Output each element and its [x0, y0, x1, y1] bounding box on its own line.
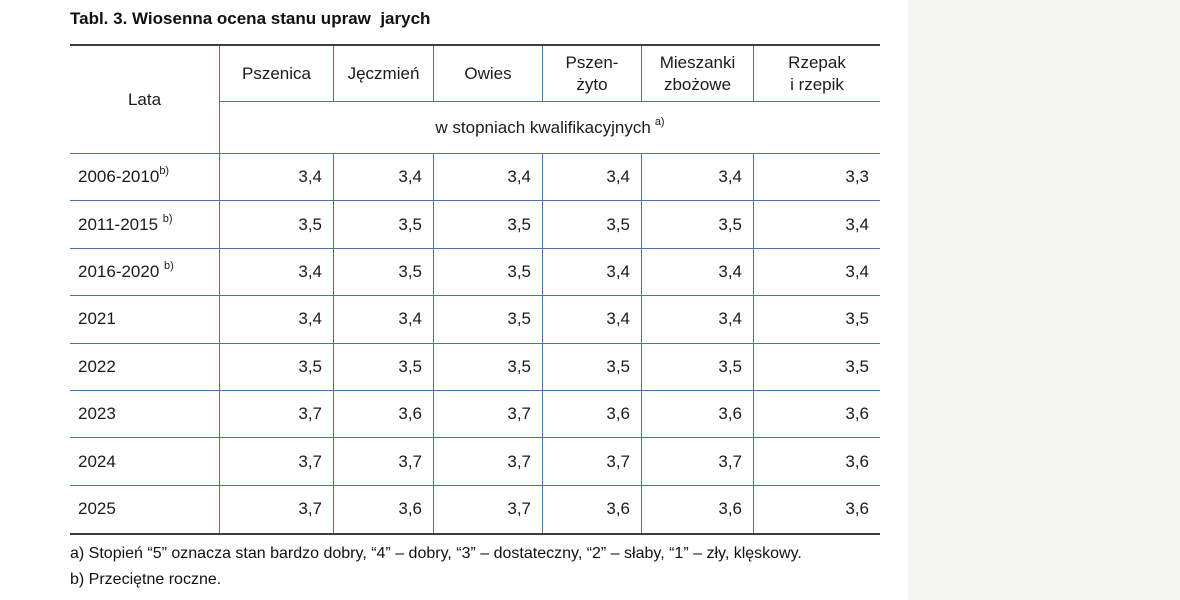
value-cell: 3,4	[219, 296, 333, 344]
year-label: 2006-2010	[78, 167, 160, 187]
value-cell: 3,5	[433, 201, 542, 249]
value-cell: 3,5	[333, 248, 433, 297]
column-header-rzepak: Rzepak i rzepik	[753, 46, 880, 102]
footnote-a: a) Stopień “5” oznacza stan bardzo dobry…	[70, 545, 802, 562]
value-cell: 3,4	[542, 154, 641, 202]
value-cell: 3,4	[542, 248, 641, 297]
value-cell: 3,4	[333, 296, 433, 344]
value-cell: 3,5	[641, 343, 753, 391]
value-cell: 3,4	[753, 201, 880, 249]
value-cell: 3,4	[753, 248, 880, 297]
column-header-pszenzyto: Pszen- żyto	[542, 46, 641, 102]
year-label: 2025	[78, 499, 116, 519]
value-cell: 3,4	[641, 154, 753, 202]
year-label: 2023	[78, 404, 116, 424]
value-cell: 3,7	[433, 485, 542, 534]
value-cell: 3,7	[219, 438, 333, 486]
unit-header-cell: w stopniach kwalifikacyjnych a)	[219, 102, 880, 154]
value-cell: 3,6	[542, 390, 641, 439]
table-title: Tabl. 3. Wiosenna ocena stanu upraw jary…	[70, 9, 431, 28]
year-cell: 2023	[70, 391, 219, 439]
year-cell: 2011-2015 b)	[70, 201, 219, 249]
value-cell: 3,5	[641, 201, 753, 249]
footnotes: a) Stopień “5” oznacza stan bardzo dobry…	[70, 541, 802, 593]
value-cell: 3,7	[641, 438, 753, 486]
value-cell: 3,5	[753, 296, 880, 344]
value-cell: 3,5	[219, 343, 333, 391]
value-cell: 3,6	[753, 390, 880, 439]
years-column-header: Lata	[70, 46, 219, 154]
year-cell: 2022	[70, 344, 219, 391]
year-label: 2011-2015	[78, 214, 163, 234]
year-cell: 2024	[70, 438, 219, 486]
value-cell: 3,4	[542, 296, 641, 344]
value-cell: 3,6	[333, 390, 433, 439]
value-cell: 3,6	[753, 438, 880, 486]
column-header-pszenica: Pszenica	[219, 46, 333, 102]
unit-header-label: w stopniach kwalifikacyjnych	[435, 117, 651, 137]
value-cell: 3,7	[433, 390, 542, 439]
value-cell: 3,5	[753, 343, 880, 391]
value-cell: 3,5	[433, 343, 542, 391]
side-panel	[908, 0, 1180, 600]
footnote-b: b) Przeciętne roczne.	[70, 571, 222, 588]
value-cell: 3,5	[333, 343, 433, 391]
value-cell: 3,7	[219, 390, 333, 439]
value-cell: 3,4	[641, 248, 753, 297]
value-cell: 3,6	[641, 485, 753, 534]
value-cell: 3,7	[433, 438, 542, 486]
value-cell: 3,4	[219, 248, 333, 297]
value-cell: 3,5	[333, 201, 433, 249]
value-cell: 3,5	[433, 248, 542, 297]
value-cell: 3,5	[219, 201, 333, 249]
value-cell: 3,6	[542, 485, 641, 534]
value-cell: 3,7	[219, 485, 333, 534]
value-cell: 3,5	[433, 296, 542, 344]
crops-assessment-table: Lata Pszenica Jęczmień Owies Pszen- żyto…	[70, 44, 880, 536]
value-cell: 3,5	[542, 343, 641, 391]
year-cell: 2006-2010 b)	[70, 154, 219, 202]
year-label: 2021	[78, 309, 116, 329]
value-cell: 3,7	[333, 438, 433, 486]
column-header-jeczmien: Jęczmień	[333, 46, 433, 102]
value-cell: 3,7	[542, 438, 641, 486]
year-cell: 2016-2020 b)	[70, 249, 219, 297]
value-cell: 3,5	[542, 201, 641, 249]
year-cell: 2025	[70, 486, 219, 533]
value-cell: 3,3	[753, 154, 880, 202]
year-label: 2022	[78, 356, 116, 376]
value-cell: 3,4	[219, 154, 333, 202]
value-cell: 3,6	[333, 485, 433, 534]
value-cell: 3,4	[433, 154, 542, 202]
year-label: 2024	[78, 451, 116, 471]
column-header-owies: Owies	[433, 46, 542, 102]
year-cell: 2021	[70, 296, 219, 344]
value-cell: 3,6	[753, 485, 880, 534]
value-cell: 3,6	[641, 390, 753, 439]
year-label: 2016-2020	[78, 261, 165, 281]
value-cell: 3,4	[641, 296, 753, 344]
column-header-mieszanki: Mieszanki zbożowe	[641, 46, 753, 102]
value-cell: 3,4	[333, 154, 433, 202]
